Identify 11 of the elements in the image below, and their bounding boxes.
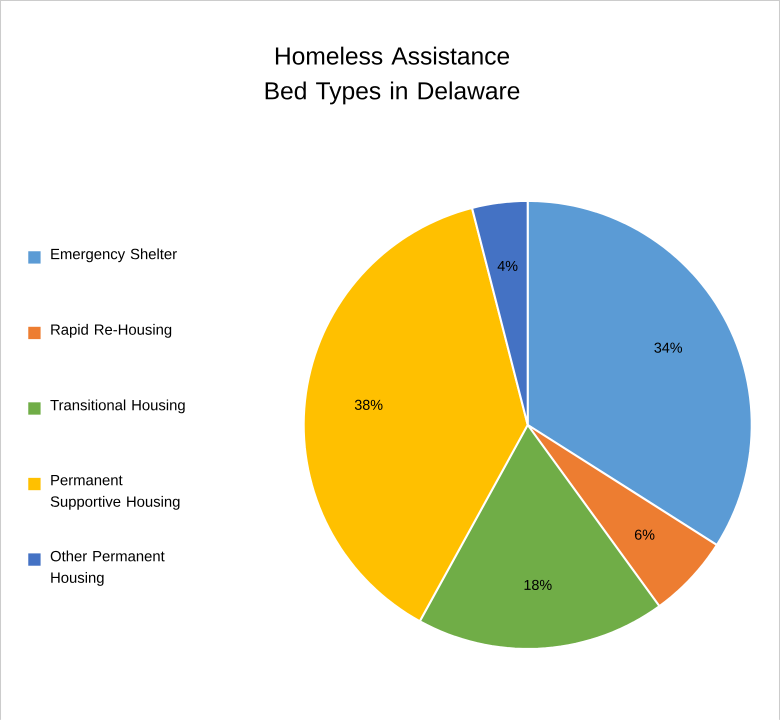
legend-label: Transitional Housing (50, 399, 185, 414)
data-label: 4% (498, 260, 518, 271)
chart-title: Homeless Assistance Bed Types in Delaware (266, 46, 520, 104)
data-label: 38% (354, 400, 382, 410)
legend-label: Emergency Shelter (51, 248, 177, 262)
legend-label: Other Permanent Housing (50, 550, 165, 586)
data-label: 18% (524, 580, 552, 590)
legend-label: Rapid Re-Housing (51, 324, 172, 338)
data-label: 34% (654, 342, 682, 353)
data-label: 6% (634, 529, 654, 540)
legend-label: Permanent Supportive Housing (50, 474, 180, 510)
